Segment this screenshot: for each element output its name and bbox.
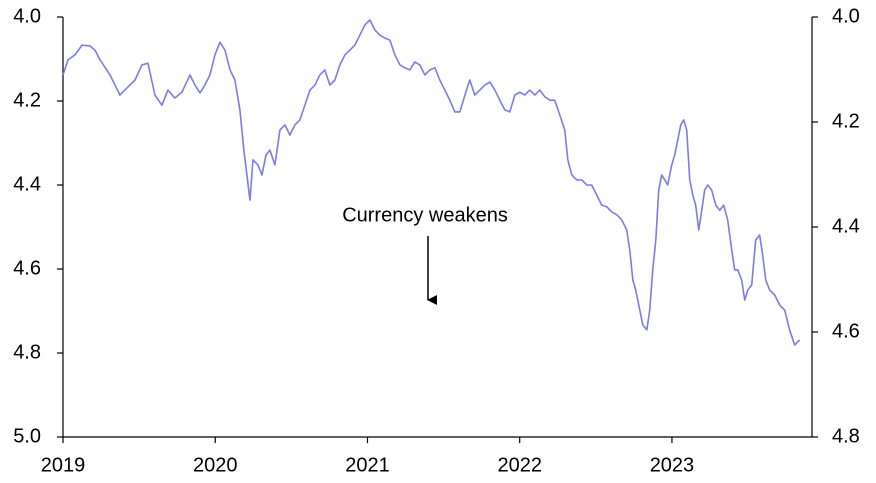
y-tick-label: 4.6: [13, 257, 41, 279]
x-tick-label: 2022: [497, 454, 542, 476]
y2-tick-label: 4.0: [832, 5, 860, 27]
y-tick-label: 4.0: [13, 5, 41, 27]
y2-tick-label: 4.4: [832, 215, 860, 237]
data-line: [62, 19, 801, 346]
x-tick-label: 2019: [41, 454, 86, 476]
annotation: Currency weakens: [342, 204, 508, 226]
y-tick-label: 4.2: [13, 89, 41, 111]
y-tick-label: 4.4: [13, 173, 41, 195]
x-tick-label: 2020: [193, 454, 238, 476]
y2-tick-label: 4.8: [832, 425, 860, 447]
x-tick-label: 2021: [345, 454, 390, 476]
y-tick-label: 4.8: [13, 341, 41, 363]
y2-tick-label: 4.2: [832, 110, 860, 132]
y-tick-label: 5.0: [13, 425, 41, 447]
x-tick-label: 2023: [650, 454, 695, 476]
y2-tick-label: 4.6: [832, 320, 860, 342]
